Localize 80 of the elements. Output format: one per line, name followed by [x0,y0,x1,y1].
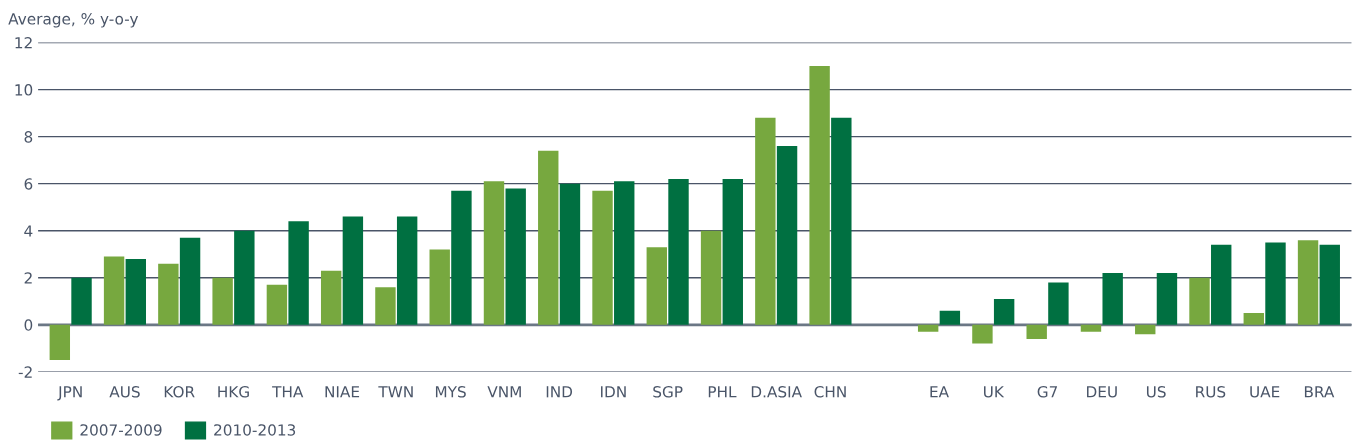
x-tick-label: BRA [1304,386,1335,398]
bar [342,216,364,325]
bar [212,277,233,325]
x-tick-label: UK [984,386,1005,398]
bar [158,263,179,325]
y-tick-label: 10 [15,84,33,96]
bar [1319,244,1340,325]
bar [71,277,92,325]
x-tick-label: IND [546,386,573,398]
bar [234,230,255,325]
y-tick-label: 8 [24,131,33,143]
bar [1102,273,1123,325]
y-tick-label: 12 [15,37,32,49]
bar [1243,313,1264,325]
bar [592,190,613,325]
x-tick-label: JPN [57,386,82,401]
bar [1135,324,1156,335]
bar [451,190,472,325]
x-tick-label: MYS [435,386,466,398]
x-tick-label: SGP [653,386,683,398]
y-tick-label: 2 [24,272,32,284]
bar [559,183,581,325]
bar [483,181,505,325]
x-tick-label: EA [930,386,949,398]
x-tick-label: NIAE [325,386,360,398]
y-tick-label: 4 [24,225,33,237]
y-axis-title: Average, % y-o-y [8,13,139,28]
bar [103,256,125,325]
bar [668,178,689,325]
bar [375,287,396,325]
bar [1080,324,1102,332]
x-tick-label: AUS [109,386,140,398]
x-tick-label: D.ASIA [751,386,802,398]
bar [993,298,1015,325]
y-tick-label: 0 [24,319,33,331]
x-tick-label: UAE [1250,386,1280,398]
legend-label: 2010-2013 [214,424,296,436]
bar [809,66,830,325]
bar [288,221,309,325]
bar [831,117,852,325]
bar [320,270,342,325]
x-tick-label: TWN [378,386,413,398]
x-tick-label: THA [272,386,304,398]
bar [939,310,961,325]
bar [266,284,288,325]
bar [1297,240,1319,325]
x-tick-label: CHN [814,386,846,398]
y-tick-label: -2 [18,366,32,378]
bar [917,324,939,332]
bar [646,247,667,325]
bar [1211,244,1232,325]
bar [505,188,526,325]
bar [179,237,201,325]
x-tick-label: US [1146,386,1166,398]
bar [755,117,776,325]
y-tick-label: 6 [24,178,33,190]
bar [1189,277,1210,325]
x-tick-label: HKG [218,386,249,398]
bar [700,230,722,325]
x-tick-label: DEU [1087,386,1117,398]
bar [125,258,146,325]
bar [614,181,635,325]
legend-label: 2007-2009 [80,424,162,436]
x-tick-label: G7 [1037,386,1058,398]
x-tick-label: RUS [1196,386,1226,398]
bar [396,216,418,325]
bar [1265,242,1286,325]
bar [1156,273,1178,325]
bar [538,150,559,325]
bar [429,249,450,325]
bar [1048,282,1069,325]
bar [972,324,993,344]
bar [776,146,798,325]
x-tick-label: VNM [487,386,521,398]
bar [49,324,71,361]
x-tick-label: KOR [164,386,195,398]
x-tick-label: PHL [708,386,737,398]
bar [722,178,743,325]
bar [1026,324,1047,339]
x-tick-label: IDN [601,386,626,398]
